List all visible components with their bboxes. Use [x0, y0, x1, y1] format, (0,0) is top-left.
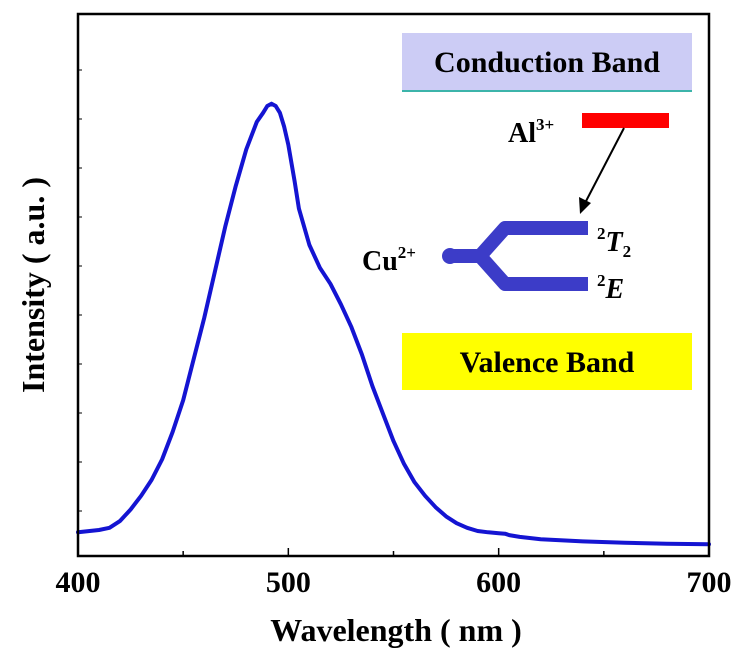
cu-energy-levels: [448, 221, 588, 291]
transition-arrow: [583, 127, 625, 206]
e-label: 2E: [597, 271, 624, 305]
x-tick-label: 700: [687, 566, 732, 599]
x-tick-label: 500: [266, 566, 311, 599]
al-level: [582, 113, 669, 128]
cu-label: Cu2+: [362, 243, 416, 277]
conduction-band: [402, 33, 692, 90]
al-label: Al3+: [508, 115, 554, 149]
valence-band: [402, 333, 692, 390]
inset-diagram: Conduction Band Al3+ Cu2+ 2T2 2E Valence…: [362, 33, 692, 390]
x-tick-label: 400: [56, 566, 101, 599]
cu-level-origin: [442, 248, 458, 264]
plot-frame: [76, 12, 711, 558]
series-line: [76, 101, 711, 547]
t2-label: 2T2: [597, 224, 631, 261]
x-axis-title: Wavelength ( nm ): [270, 612, 522, 648]
y-axis-title: Intensity ( a.u. ): [15, 177, 51, 393]
arrowhead-icon: [579, 197, 591, 214]
conduction-band-label: Conduction Band: [434, 46, 660, 79]
x-tick-labels: 400 500 600 700: [56, 566, 732, 599]
x-tick-label: 600: [476, 566, 521, 599]
valence-band-label: Valence Band: [460, 346, 635, 379]
